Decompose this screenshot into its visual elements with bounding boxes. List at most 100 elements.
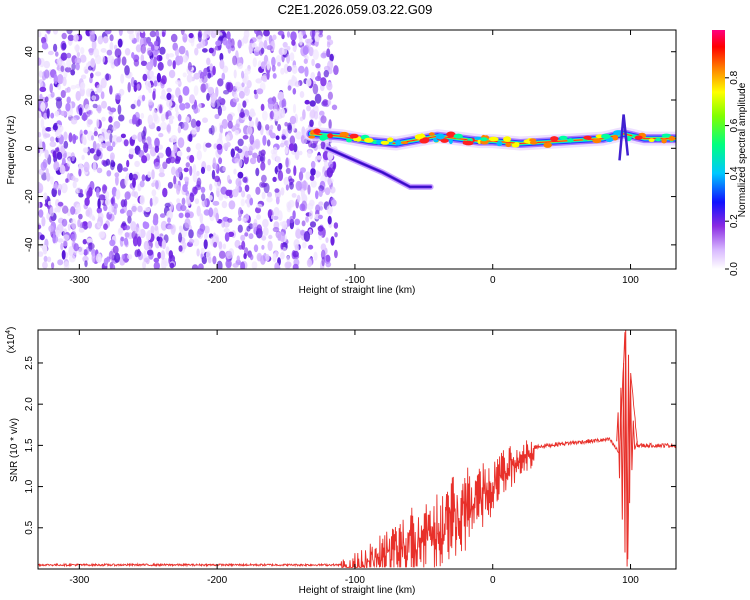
noise-blob bbox=[145, 80, 152, 91]
noise-blob bbox=[121, 221, 126, 227]
noise-blob bbox=[38, 138, 43, 150]
noise-blob bbox=[323, 65, 331, 72]
secondary-track-2 bbox=[326, 147, 432, 188]
noise-blob bbox=[38, 224, 42, 230]
noise-blob bbox=[103, 204, 108, 212]
noise-blob bbox=[159, 213, 166, 218]
noise-blob bbox=[234, 123, 240, 130]
noise-blob bbox=[305, 216, 309, 222]
noise-blob bbox=[207, 72, 212, 79]
noise-blob bbox=[252, 57, 257, 68]
noise-blob bbox=[233, 168, 237, 175]
noise-blob bbox=[120, 236, 125, 242]
noise-blob bbox=[40, 101, 46, 112]
noise-blob bbox=[271, 214, 275, 220]
noise-blob bbox=[124, 232, 130, 238]
noise-blob bbox=[258, 49, 264, 56]
noise-blob bbox=[209, 183, 213, 191]
noise-blob bbox=[279, 142, 285, 148]
signal-spot bbox=[428, 132, 435, 136]
noise-blob bbox=[296, 194, 301, 203]
signal-spot bbox=[496, 140, 503, 147]
noise-blob bbox=[196, 205, 201, 217]
svg-text:(x104): (x104) bbox=[5, 327, 17, 354]
noise-blob bbox=[283, 63, 289, 74]
noise-blob bbox=[144, 207, 151, 213]
noise-blob bbox=[241, 70, 245, 79]
noise-blob bbox=[326, 35, 332, 41]
signal-spot bbox=[308, 135, 316, 139]
noise-blob bbox=[185, 162, 190, 168]
noise-blob bbox=[200, 186, 206, 193]
noise-blob bbox=[196, 248, 200, 257]
noise-blob bbox=[308, 210, 314, 220]
noise-blob bbox=[261, 174, 267, 183]
noise-blob bbox=[60, 145, 65, 155]
noise-blob bbox=[132, 114, 137, 125]
signal-spot bbox=[592, 138, 602, 144]
noise-blob bbox=[308, 244, 314, 250]
x-tick-label: 100 bbox=[622, 275, 639, 286]
noise-blob bbox=[289, 115, 297, 125]
noise-blob bbox=[237, 148, 243, 154]
noise-blob bbox=[188, 238, 195, 244]
noise-blob bbox=[272, 176, 277, 182]
noise-blob bbox=[243, 253, 247, 260]
noise-blob bbox=[198, 263, 204, 269]
noise-blob bbox=[51, 187, 57, 198]
noise-blob bbox=[45, 168, 49, 178]
noise-blob bbox=[302, 241, 307, 249]
noise-blob bbox=[105, 73, 110, 81]
noise-blob bbox=[117, 38, 123, 48]
noise-blob bbox=[212, 255, 217, 265]
noise-blob bbox=[256, 214, 261, 220]
noise-blob bbox=[148, 99, 153, 106]
noise-blob bbox=[330, 199, 337, 207]
noise-blob bbox=[311, 58, 315, 67]
noise-blob bbox=[254, 30, 260, 35]
noise-blob bbox=[106, 145, 114, 152]
noise-blob bbox=[178, 232, 183, 243]
noise-blob bbox=[248, 145, 253, 155]
noise-blob bbox=[124, 65, 130, 76]
noise-blob bbox=[261, 73, 268, 83]
noise-blob bbox=[191, 127, 197, 135]
noise-blob bbox=[81, 134, 87, 145]
noise-blob bbox=[150, 44, 155, 52]
noise-blob bbox=[323, 70, 329, 78]
signal-spot bbox=[558, 135, 568, 140]
noise-blob bbox=[158, 32, 163, 37]
noise-blob bbox=[154, 137, 160, 148]
noise-blob bbox=[162, 161, 168, 170]
noise-blob bbox=[287, 85, 292, 91]
noise-blob bbox=[214, 113, 220, 120]
noise-blob bbox=[127, 215, 132, 224]
noise-blob bbox=[103, 257, 109, 267]
noise-blob bbox=[217, 105, 222, 116]
noise-blob bbox=[71, 218, 77, 230]
noise-blob bbox=[249, 157, 257, 165]
noise-blob bbox=[242, 35, 249, 44]
noise-blob bbox=[152, 48, 159, 56]
noise-blob bbox=[142, 73, 148, 82]
secondary-track-1 bbox=[325, 146, 433, 189]
noise-blob bbox=[202, 48, 208, 53]
noise-blob bbox=[115, 175, 119, 186]
noise-blob bbox=[41, 216, 46, 227]
noise-blob bbox=[150, 75, 157, 82]
noise-blob bbox=[75, 188, 79, 195]
noise-blob bbox=[208, 47, 214, 54]
noise-blob bbox=[300, 167, 306, 173]
noise-blob bbox=[291, 193, 297, 198]
noise-blob bbox=[232, 55, 238, 66]
noise-blob bbox=[298, 171, 304, 181]
noise-blob bbox=[189, 192, 195, 203]
noise-blob bbox=[102, 36, 109, 44]
noise-blob bbox=[120, 199, 126, 208]
y-tick-label: 0 bbox=[24, 145, 35, 151]
noise-blob bbox=[267, 100, 275, 110]
noise-blob bbox=[206, 164, 212, 172]
noise-blob bbox=[244, 68, 251, 75]
noise-blob bbox=[302, 109, 306, 120]
y-tick-label: 1.0 bbox=[24, 479, 35, 493]
